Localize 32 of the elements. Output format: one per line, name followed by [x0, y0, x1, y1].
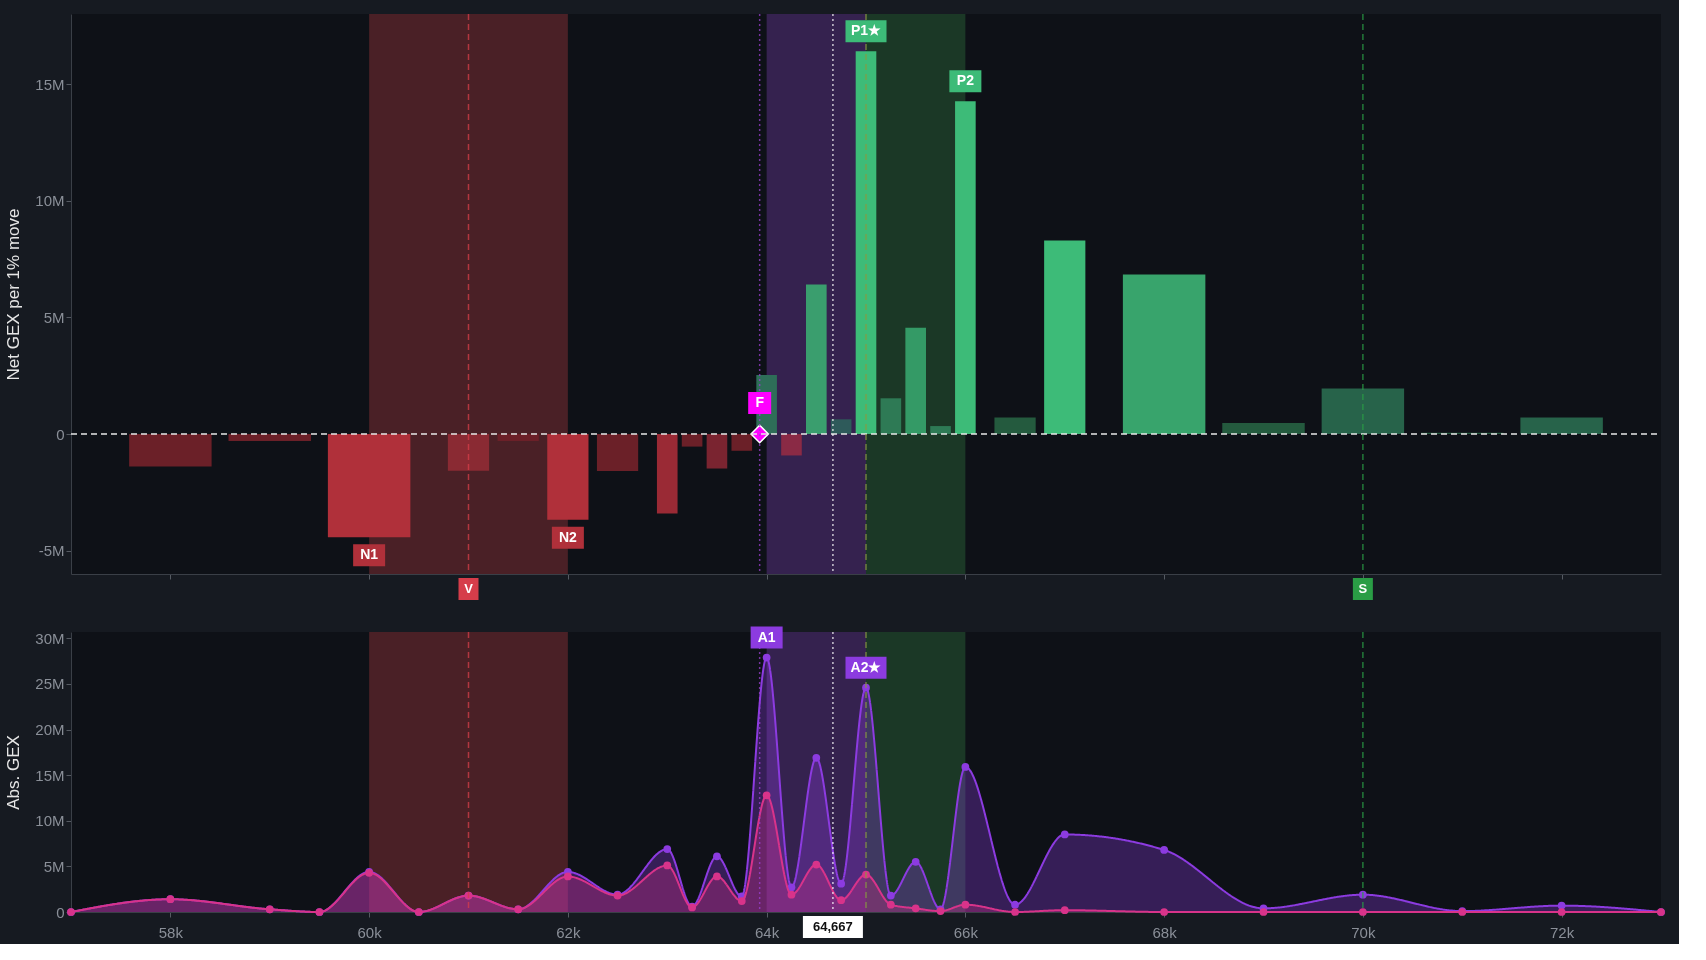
ref-line-label: 64,667 [813, 919, 853, 934]
y-tick-label: 30M [35, 629, 65, 647]
y-tick-label: 10M [35, 192, 65, 210]
y-tick-label: 15M [35, 75, 65, 93]
y-tick-label: 0 [56, 903, 65, 921]
x-tick-label: 58k [158, 923, 184, 941]
x-tick-label: 68k [1152, 923, 1178, 941]
y-tick-label: 25M [35, 675, 65, 693]
annotation: P2 [956, 72, 975, 89]
ref-line-label: V [464, 581, 474, 596]
y-tick-label: -5M [38, 542, 65, 560]
annotation: A2★ [850, 658, 882, 675]
y-tick-label: 5M [43, 308, 65, 326]
annotation: N2 [558, 528, 578, 545]
x-tick-label: 60k [357, 923, 383, 941]
x-tick-label: 62k [556, 923, 581, 941]
ref-line-label: S [1358, 581, 1368, 596]
y-tick-label: 15M [35, 766, 65, 784]
x-tick-label: 64k [755, 923, 780, 941]
y-tick-label: 20M [35, 721, 65, 739]
x-tick-label: 72k [1550, 923, 1575, 941]
y-axis-title: Abs. GEX [4, 735, 24, 810]
y-tick-label: 5M [43, 857, 65, 875]
y-tick-label: 10M [35, 812, 65, 830]
annotation: N1 [360, 546, 379, 563]
annotation: P1★ [850, 22, 882, 39]
y-axis-title: Net GEX per 1% move [4, 208, 24, 381]
annotation: F [755, 394, 765, 410]
y-tick-label: 0 [56, 425, 65, 443]
annotation: A1 [757, 628, 776, 645]
x-tick-label: 66k [953, 923, 979, 941]
x-tick-label: 70k [1351, 923, 1376, 941]
